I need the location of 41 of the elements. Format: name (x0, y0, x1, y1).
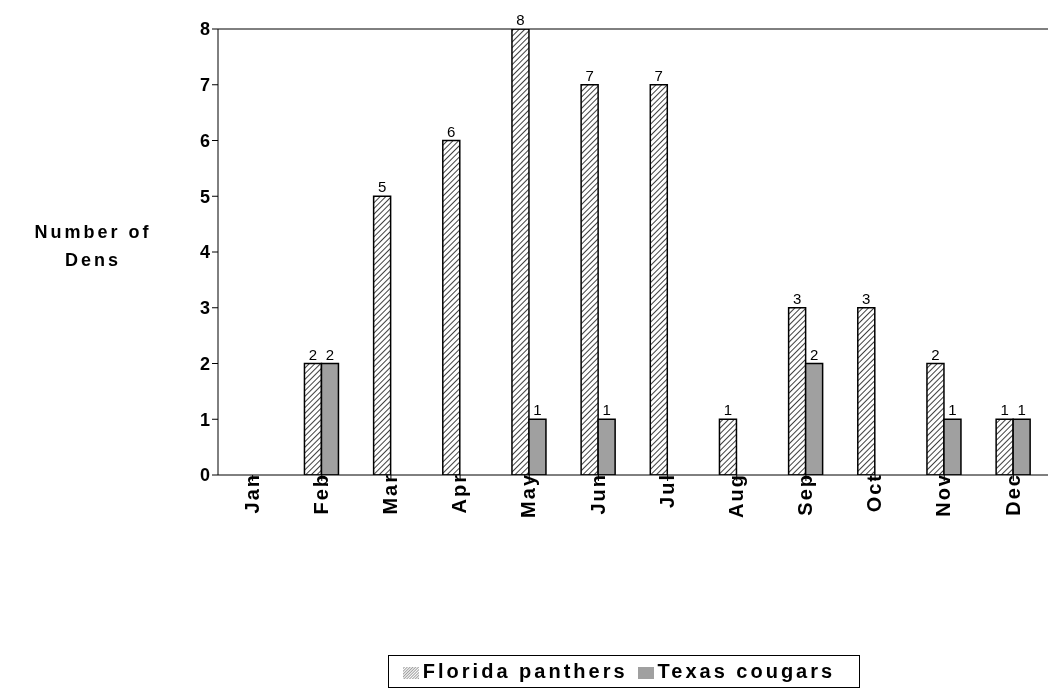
data-label: 3 (862, 289, 871, 307)
data-label: 6 (447, 122, 456, 140)
data-label: 1 (723, 401, 733, 419)
x-tick-label: Feb (309, 473, 332, 515)
x-tick-label: May (517, 473, 540, 518)
x-tick-label: Mar (379, 473, 402, 515)
x-tick-label: Dec (1001, 473, 1024, 516)
y-tick-label: 4 (199, 242, 210, 263)
y-tick-label: 3 (199, 298, 210, 319)
x-tick-label: Apr (448, 473, 471, 514)
data-label: 2 (308, 345, 318, 363)
x-tick-label: Jul (655, 473, 678, 508)
y-axis-title: Number of Dens (33, 221, 153, 272)
y-tick-label: 5 (199, 186, 210, 207)
data-label: 7 (585, 66, 594, 84)
legend-label: Florida panthers (422, 660, 628, 682)
x-tick-label: Jan (240, 473, 263, 514)
x-tick-label: Aug (724, 473, 747, 518)
x-tick-label: Nov (932, 473, 955, 517)
data-label: 7 (654, 66, 663, 84)
data-label: 2 (809, 345, 819, 363)
data-label: 3 (792, 289, 802, 307)
y-tick-label: 6 (199, 130, 210, 151)
data-label: 1 (1017, 401, 1026, 419)
x-tick-label: Jun (586, 473, 609, 515)
data-label: 2 (325, 345, 335, 363)
x-tick-label: Sep (794, 473, 817, 516)
legend-label: Texas cougars (657, 660, 836, 682)
data-label: 8 (516, 11, 525, 28)
x-tick-label: Oct (863, 473, 886, 513)
y-tick-label: 1 (199, 409, 210, 430)
y-tick-label: 8 (199, 19, 210, 40)
data-label: 2 (931, 345, 940, 363)
data-label: 1 (533, 401, 542, 419)
data-label: 1 (1000, 401, 1009, 419)
y-tick-label: 2 (199, 353, 210, 374)
data-label: 1 (602, 401, 611, 419)
data-label: 1 (948, 401, 957, 419)
data-label: 5 (377, 178, 387, 196)
y-tick-label: 0 (199, 465, 210, 486)
y-tick-label: 7 (199, 75, 210, 96)
